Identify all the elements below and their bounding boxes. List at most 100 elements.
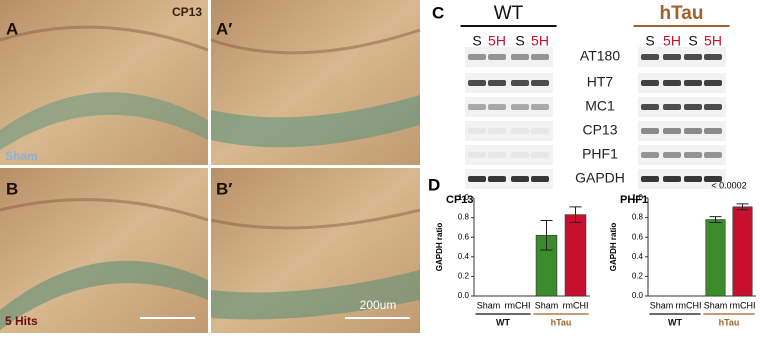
- fiber-band: [0, 25, 421, 230]
- x-tick-label: rmCHI: [505, 300, 531, 310]
- chart-title: CP13: [446, 194, 474, 206]
- error-bar: [709, 216, 722, 223]
- band: [531, 104, 549, 110]
- band: [468, 104, 486, 110]
- condition-label: 5 Hits: [5, 314, 38, 328]
- cell-layer: [0, 92, 208, 150]
- lane-label: S: [645, 33, 654, 49]
- image-a: [0, 0, 208, 165]
- band: [511, 176, 529, 182]
- micrographs: A A′ B B′ CP13 Sham 5 Hits 200um: [0, 0, 421, 333]
- band: [531, 54, 549, 60]
- group-label: WT: [668, 317, 682, 327]
- group-label: hTau: [660, 3, 704, 24]
- bar: [732, 206, 753, 297]
- band: [663, 152, 681, 158]
- band: [511, 80, 529, 86]
- blot-strip: [465, 145, 553, 165]
- x-tick-label: Sham: [535, 300, 559, 310]
- blot-strip: [638, 145, 726, 165]
- band: [684, 104, 702, 110]
- band: [641, 176, 659, 182]
- group-label: WT: [494, 3, 524, 24]
- band: [468, 54, 486, 60]
- blot-strip: [638, 73, 726, 93]
- band: [704, 176, 722, 182]
- y-tick-label: 0.0: [632, 291, 644, 300]
- band: [684, 54, 702, 60]
- cell-layer: [211, 95, 420, 148]
- lane-label: S: [688, 33, 697, 49]
- band: [704, 152, 722, 158]
- band: [663, 104, 681, 110]
- blot-strip: [638, 121, 726, 141]
- band: [663, 80, 681, 86]
- band: [468, 128, 486, 134]
- row-label: PHF1: [582, 146, 618, 162]
- band: [511, 152, 529, 158]
- y-tick-label: 0.2: [458, 272, 470, 281]
- condition-label: Sham: [5, 149, 38, 163]
- y-tick-label: 0.8: [632, 213, 644, 222]
- band: [488, 54, 506, 60]
- band: [488, 152, 506, 158]
- row-label: HT7: [587, 74, 614, 90]
- band: [531, 152, 549, 158]
- group-label: WT: [496, 317, 510, 327]
- lane-label: 5H: [531, 33, 549, 49]
- band: [641, 152, 659, 158]
- lane-label: 5H: [704, 33, 722, 49]
- band: [641, 104, 659, 110]
- band: [684, 128, 702, 134]
- blot-strip: [638, 169, 726, 189]
- lane-label: 5H: [663, 33, 681, 49]
- band: [511, 104, 529, 110]
- row-label: GAPDH: [575, 170, 625, 186]
- band: [531, 80, 549, 86]
- band: [663, 54, 681, 60]
- blot-strip: [638, 97, 726, 117]
- band: [663, 176, 681, 182]
- panel-label: C: [432, 3, 444, 22]
- blot-strip: [465, 97, 553, 117]
- blot-strip: [465, 169, 553, 189]
- error-bar: [540, 220, 553, 251]
- y-tick-label: 0.6: [458, 232, 470, 241]
- y-tick-label: 0.0: [458, 291, 470, 300]
- y-tick-label: 0.2: [632, 272, 644, 281]
- y-tick-label: 0.6: [632, 232, 644, 241]
- band: [704, 54, 722, 60]
- band: [684, 176, 702, 182]
- row-label: MC1: [585, 98, 615, 114]
- band: [641, 80, 659, 86]
- row-label: AT180: [580, 48, 620, 64]
- y-tick-label: 1.0: [458, 193, 470, 202]
- x-tick-label: rmCHI: [730, 300, 756, 310]
- band: [641, 54, 659, 60]
- band: [663, 128, 681, 134]
- y-tick-label: 0.8: [458, 213, 470, 222]
- x-tick-label: Sham: [704, 300, 728, 310]
- blot-strip: [638, 47, 726, 67]
- panel-label: B′: [216, 179, 232, 198]
- group-label: hTau: [551, 317, 572, 327]
- lane-label: 5H: [488, 33, 506, 49]
- band: [488, 80, 506, 86]
- bar: [564, 214, 587, 297]
- band: [684, 80, 702, 86]
- band: [531, 176, 549, 182]
- x-tick-label: rmCHI: [563, 300, 589, 310]
- group-label: hTau: [719, 317, 740, 327]
- chart-title: PHF1: [620, 194, 648, 206]
- band: [704, 128, 722, 134]
- row-label: CP13: [582, 122, 617, 138]
- cell-layer: [0, 260, 208, 330]
- panel-label: B: [6, 179, 18, 198]
- scale-label: 200um: [360, 298, 397, 312]
- band: [468, 152, 486, 158]
- panel-label: D: [428, 175, 440, 194]
